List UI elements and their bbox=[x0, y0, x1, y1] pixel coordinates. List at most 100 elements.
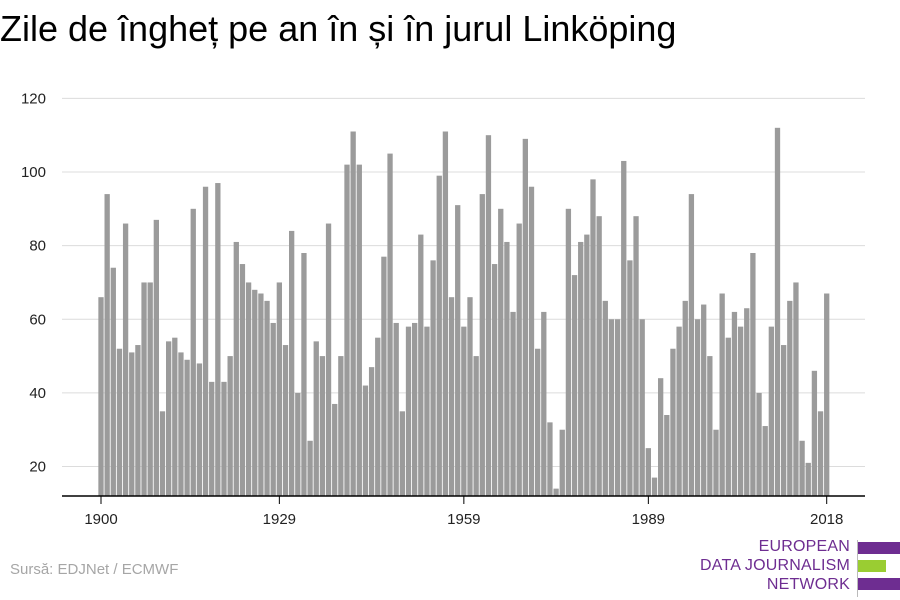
bar-1967 bbox=[510, 311, 516, 496]
bar-1939 bbox=[338, 356, 344, 496]
x-tick-label: 1929 bbox=[263, 511, 296, 528]
bar-1917 bbox=[202, 186, 209, 496]
bar-1995 bbox=[682, 300, 688, 496]
bar-1994 bbox=[676, 326, 682, 496]
bar-1968 bbox=[516, 223, 522, 496]
bar-1949 bbox=[399, 411, 405, 496]
bar-1902 bbox=[110, 267, 116, 496]
bar-1997 bbox=[694, 319, 701, 496]
bar-2007 bbox=[756, 392, 762, 496]
bar-1920 bbox=[221, 381, 227, 496]
bar-1962 bbox=[479, 194, 485, 496]
bar-1926 bbox=[258, 293, 264, 496]
bar-1934 bbox=[307, 440, 313, 496]
bar-1942 bbox=[356, 164, 362, 497]
bar-1912 bbox=[172, 337, 178, 496]
bar-1984 bbox=[614, 319, 621, 496]
logo-text-line3: NETWORK bbox=[766, 576, 850, 593]
bar-1955 bbox=[436, 175, 442, 496]
bar-1985 bbox=[621, 160, 627, 497]
bar-1918 bbox=[209, 381, 215, 496]
bar-1964 bbox=[491, 264, 498, 496]
bar-1970 bbox=[528, 186, 535, 496]
bar-2001 bbox=[719, 293, 725, 496]
x-axis: 1900 1929 1959 1989 2018 bbox=[62, 495, 865, 528]
bar-1993 bbox=[670, 348, 676, 496]
bar-1961 bbox=[473, 356, 479, 496]
bar-1935 bbox=[313, 341, 319, 496]
y-tick-label: 100 bbox=[21, 164, 46, 181]
bar-1903 bbox=[116, 348, 123, 496]
bar-1923 bbox=[239, 264, 246, 496]
bar-2006 bbox=[750, 253, 756, 496]
chart-title: Zile de îngheț pe an în și în jurul Link… bbox=[0, 8, 677, 49]
bar-1947 bbox=[387, 153, 393, 496]
logo-divider bbox=[857, 540, 858, 597]
bar-1907 bbox=[141, 282, 147, 496]
y-tick-label: 80 bbox=[29, 238, 46, 255]
bar-1987 bbox=[633, 216, 639, 496]
bar-1975 bbox=[559, 429, 565, 496]
bar-1922 bbox=[233, 241, 239, 496]
bar-1931 bbox=[289, 230, 295, 496]
bar-1965 bbox=[498, 208, 504, 496]
bar-1996 bbox=[688, 194, 695, 496]
bar-1992 bbox=[664, 415, 670, 496]
bar-2011 bbox=[781, 345, 787, 496]
bar-1924 bbox=[245, 282, 252, 496]
bar-1989 bbox=[645, 448, 651, 496]
bar-1998 bbox=[701, 304, 707, 496]
bar-1914 bbox=[184, 359, 190, 496]
bar-1971 bbox=[535, 348, 541, 496]
bar-1960 bbox=[467, 297, 473, 496]
bar-2018 bbox=[824, 293, 830, 496]
bar-1973 bbox=[547, 422, 553, 496]
bar-1921 bbox=[227, 356, 233, 496]
bar-1900 bbox=[98, 297, 104, 496]
bar-1909 bbox=[153, 219, 159, 496]
bar-1963 bbox=[485, 135, 492, 496]
bar-1976 bbox=[565, 208, 572, 496]
bar-1956 bbox=[442, 131, 449, 496]
bar-1983 bbox=[608, 319, 615, 496]
bar-1915 bbox=[190, 208, 196, 496]
bar-2009 bbox=[768, 326, 774, 496]
bar-1972 bbox=[541, 311, 547, 496]
logo-bar-green bbox=[858, 560, 886, 572]
bar-1982 bbox=[602, 300, 608, 496]
bar-1943 bbox=[362, 385, 369, 496]
bar-1978 bbox=[578, 241, 584, 496]
bar-2005 bbox=[744, 308, 750, 496]
bar-1930 bbox=[282, 345, 289, 496]
bar-1980 bbox=[590, 179, 596, 496]
bar-1958 bbox=[455, 205, 461, 497]
logo-text-line1: EUROPEAN bbox=[758, 538, 850, 555]
bar-1911 bbox=[166, 341, 172, 496]
bar-1940 bbox=[344, 164, 350, 497]
logo-bar-purple-top bbox=[858, 542, 900, 554]
bar-1925 bbox=[252, 289, 258, 496]
bar-1933 bbox=[301, 253, 307, 496]
y-tick-label: 40 bbox=[29, 385, 46, 402]
bar-2015 bbox=[805, 462, 811, 496]
bar-1951 bbox=[412, 322, 418, 496]
bar-2012 bbox=[787, 300, 793, 496]
x-tick-label: 1959 bbox=[447, 511, 480, 528]
bar-2002 bbox=[725, 337, 731, 496]
x-tick-label: 2018 bbox=[810, 511, 843, 528]
y-axis-ticks: 20 40 60 80 100 120 bbox=[21, 90, 46, 475]
edjnet-logo[interactable]: EUROPEAN DATA JOURNALISM NETWORK bbox=[700, 535, 900, 597]
bar-1901 bbox=[104, 194, 110, 496]
bar-1981 bbox=[596, 216, 602, 496]
bar-1937 bbox=[325, 223, 332, 496]
bar-1957 bbox=[448, 297, 455, 496]
bar-1932 bbox=[295, 392, 301, 496]
bar-1905 bbox=[129, 352, 135, 496]
bar-1945 bbox=[375, 337, 381, 496]
bar-2008 bbox=[762, 426, 768, 496]
bar-1908 bbox=[147, 282, 153, 496]
bar-1948 bbox=[393, 322, 399, 496]
bar-2003 bbox=[731, 311, 738, 496]
bar-1952 bbox=[418, 234, 424, 496]
bar-1919 bbox=[215, 183, 221, 496]
